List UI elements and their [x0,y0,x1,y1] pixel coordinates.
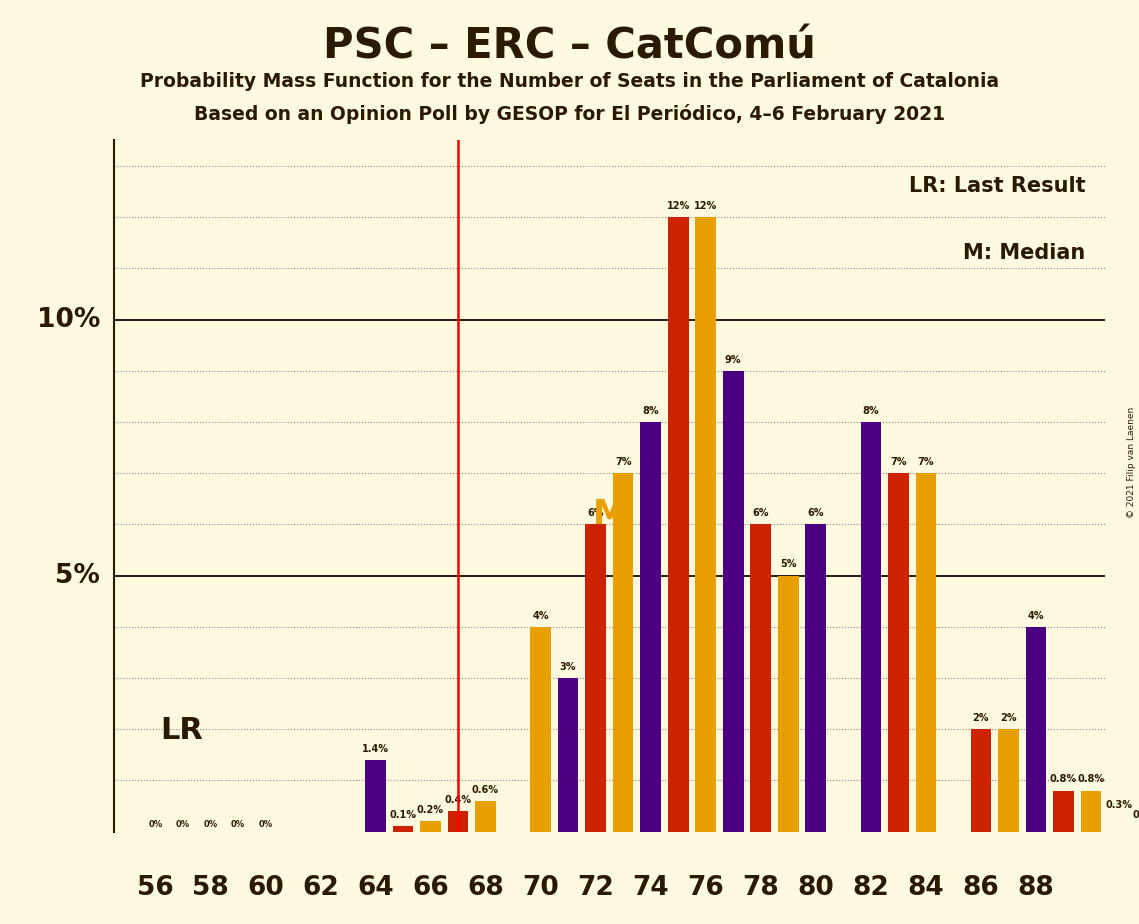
Bar [558,678,579,832]
Bar [1081,791,1101,832]
Bar [1108,816,1129,832]
Text: 12%: 12% [666,201,690,211]
Text: 8%: 8% [642,406,659,416]
Bar [585,525,606,832]
Text: 82: 82 [852,875,890,901]
Bar [420,821,441,832]
Text: 0.8%: 0.8% [1077,774,1105,784]
Text: 4%: 4% [1027,611,1044,621]
Text: 76: 76 [687,875,724,901]
Text: 84: 84 [908,875,944,901]
Bar [805,525,826,832]
Text: 0%: 0% [203,820,218,829]
Text: 62: 62 [302,875,338,901]
Text: 64: 64 [358,875,394,901]
Text: LR: Last Result: LR: Last Result [909,176,1085,196]
Bar [1054,791,1074,832]
Bar [393,826,413,832]
Bar [998,729,1018,832]
Text: 58: 58 [191,875,229,901]
Text: M: Median: M: Median [964,243,1085,262]
Bar [640,422,661,832]
Bar [448,811,468,832]
Text: 70: 70 [522,875,559,901]
Text: 56: 56 [137,875,173,901]
Bar [1136,826,1139,832]
Text: PSC – ERC – CatComú: PSC – ERC – CatComú [323,26,816,67]
Text: 7%: 7% [891,457,907,467]
Text: 0.2%: 0.2% [417,805,444,815]
Text: 5%: 5% [56,563,100,589]
Bar [696,217,716,832]
Text: 0.4%: 0.4% [444,795,472,805]
Text: LR: LR [161,716,204,746]
Text: 6%: 6% [753,508,769,518]
Text: 0.6%: 0.6% [472,784,499,795]
Text: Based on an Opinion Poll by GESOP for El Periódico, 4–6 February 2021: Based on an Opinion Poll by GESOP for El… [194,104,945,125]
Text: 7%: 7% [918,457,934,467]
Bar [366,760,386,832]
Bar [723,371,744,832]
Text: 5%: 5% [780,559,796,569]
Bar [861,422,882,832]
Text: 74: 74 [632,875,669,901]
Text: 68: 68 [467,875,503,901]
Text: 9%: 9% [726,355,741,365]
Text: 10%: 10% [36,307,100,333]
Text: M: M [592,498,626,530]
Text: 86: 86 [962,875,999,901]
Bar [970,729,991,832]
Text: 88: 88 [1017,875,1055,901]
Text: 8%: 8% [862,406,879,416]
Text: 6%: 6% [588,508,604,518]
Bar [751,525,771,832]
Text: 78: 78 [743,875,779,901]
Text: © 2021 Filip van Laenen: © 2021 Filip van Laenen [1126,407,1136,517]
Text: 4%: 4% [532,611,549,621]
Bar [531,626,551,832]
Text: 2%: 2% [1000,713,1017,723]
Text: 2%: 2% [973,713,989,723]
Bar [613,473,633,832]
Text: 0%: 0% [231,820,245,829]
Text: Probability Mass Function for the Number of Seats in the Parliament of Catalonia: Probability Mass Function for the Number… [140,72,999,91]
Bar [475,801,495,832]
Text: 12%: 12% [694,201,718,211]
Text: 0.1%: 0.1% [390,810,417,821]
Text: 1.4%: 1.4% [362,744,388,754]
Text: 0.3%: 0.3% [1105,800,1132,810]
Text: 0%: 0% [259,820,272,829]
Text: 0.8%: 0.8% [1050,774,1077,784]
Text: 80: 80 [797,875,834,901]
Text: 0.1%: 0.1% [1132,810,1139,821]
Text: 0%: 0% [148,820,162,829]
Bar [667,217,688,832]
Bar [916,473,936,832]
Text: 66: 66 [412,875,449,901]
Bar [778,576,798,832]
Text: 7%: 7% [615,457,631,467]
Bar [1026,626,1047,832]
Text: 72: 72 [577,875,614,901]
Text: 0%: 0% [175,820,190,829]
Text: 60: 60 [247,875,284,901]
Text: 3%: 3% [560,662,576,672]
Text: 6%: 6% [808,508,823,518]
Bar [888,473,909,832]
